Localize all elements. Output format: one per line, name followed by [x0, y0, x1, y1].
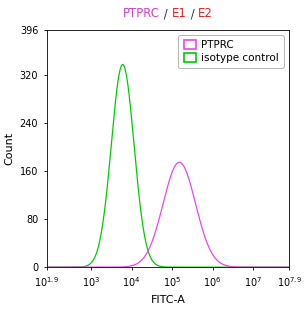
Text: E2: E2: [198, 7, 213, 20]
Text: /: /: [186, 7, 198, 20]
Text: PTPRC: PTPRC: [123, 7, 160, 20]
Y-axis label: Count: Count: [4, 132, 14, 165]
Legend: PTPRC, isotype control: PTPRC, isotype control: [178, 35, 284, 68]
Text: /: /: [160, 7, 172, 20]
X-axis label: FITC-A: FITC-A: [151, 295, 185, 305]
Text: E1: E1: [172, 7, 186, 20]
